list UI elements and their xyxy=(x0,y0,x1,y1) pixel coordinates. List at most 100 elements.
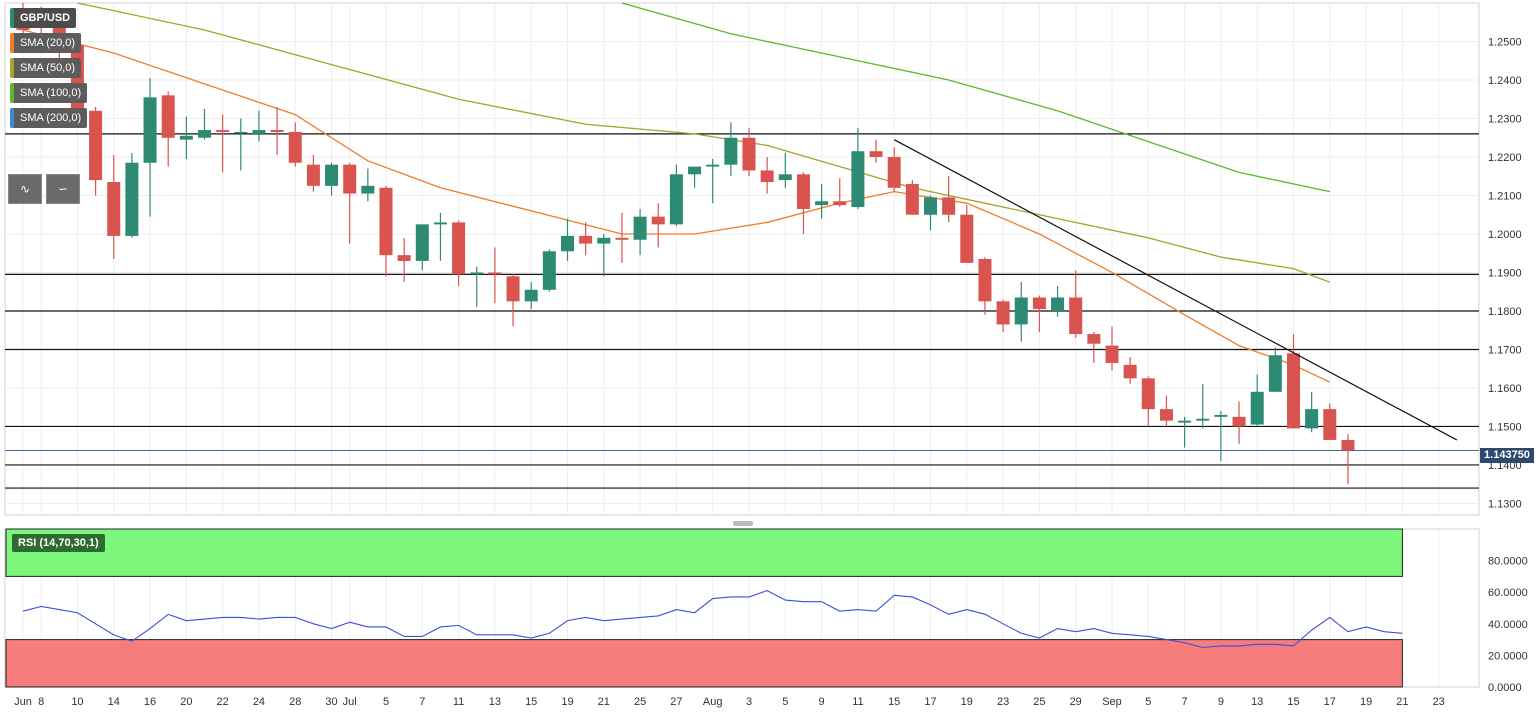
candle-body xyxy=(179,135,193,140)
candle-body xyxy=(1159,409,1173,421)
rsi-y-tick-label: 20.0000 xyxy=(1488,650,1528,662)
x-tick-label: 15 xyxy=(525,696,537,708)
candle-body xyxy=(252,130,266,134)
candle-body xyxy=(1051,297,1065,311)
rsi-line xyxy=(22,590,1403,649)
candle-body xyxy=(978,259,992,302)
rsi-y-tick-label: 0.0000 xyxy=(1488,682,1522,694)
indicator-tool-icon[interactable]: ∽ xyxy=(46,174,80,204)
y-tick-label: 1.1300 xyxy=(1488,498,1522,510)
y-tick-label: 1.2100 xyxy=(1488,190,1522,202)
candle-body xyxy=(1341,439,1355,451)
x-tick-label: Sep xyxy=(1102,696,1122,708)
candle-body xyxy=(89,110,103,181)
y-tick-label: 1.1800 xyxy=(1488,306,1522,318)
candle-body xyxy=(542,251,556,290)
x-tick-label: 23 xyxy=(1433,696,1445,708)
y-tick-label: 1.2300 xyxy=(1488,113,1522,125)
candle-body xyxy=(1323,409,1337,440)
sma-20-line xyxy=(22,29,1331,383)
legend-sma-20[interactable]: SMA (20,0) xyxy=(10,33,82,53)
y-tick-label: 1.2500 xyxy=(1488,36,1522,48)
candle-body xyxy=(470,272,484,275)
x-tick-label: 23 xyxy=(997,696,1009,708)
x-tick-label: 24 xyxy=(253,696,265,708)
pane-resize-handle[interactable] xyxy=(733,521,753,526)
candle-body xyxy=(1305,409,1319,429)
candle-body xyxy=(688,166,702,175)
candle-body xyxy=(869,151,883,157)
candle-body xyxy=(1232,416,1246,427)
legend-sma-50[interactable]: SMA (50,0) xyxy=(10,58,82,78)
candle-body xyxy=(1105,345,1119,363)
candle-body xyxy=(325,164,339,186)
candle-body xyxy=(433,222,447,225)
candle-body xyxy=(506,276,520,302)
x-tick-label: 7 xyxy=(419,696,425,708)
candle-body xyxy=(706,164,720,167)
drawing-tool-icon[interactable]: ∿ xyxy=(8,174,42,204)
x-tick-label: Jun xyxy=(14,696,32,708)
x-tick-label: 15 xyxy=(888,696,900,708)
candle-body xyxy=(1014,297,1028,325)
x-tick-label: 16 xyxy=(144,696,156,708)
y-tick-label: 1.2200 xyxy=(1488,152,1522,164)
candle-body xyxy=(379,187,393,256)
candle-body xyxy=(942,197,956,215)
symbol-label[interactable]: GBP/USD xyxy=(10,8,77,28)
candle-body xyxy=(524,289,538,302)
candle-body xyxy=(1178,420,1192,423)
legend-sma-200[interactable]: SMA (200,0) xyxy=(10,108,88,128)
candle-body xyxy=(143,97,157,163)
rsi-overbought-zone xyxy=(5,528,1403,577)
candle-body xyxy=(234,131,248,134)
x-tick-label: 15 xyxy=(1287,696,1299,708)
candle-body xyxy=(1250,391,1264,425)
candle-body xyxy=(1268,355,1282,392)
candle-body xyxy=(651,216,665,225)
candle-body xyxy=(924,197,937,215)
candle-body xyxy=(1214,414,1228,417)
candle-body xyxy=(887,156,901,188)
rsi-y-tick-label: 80.0000 xyxy=(1488,556,1528,568)
x-tick-label: 22 xyxy=(217,696,229,708)
rsi-y-tick-label: 60.0000 xyxy=(1488,587,1528,599)
x-tick-label: 7 xyxy=(1182,696,1188,708)
x-tick-label: 9 xyxy=(819,696,825,708)
y-tick-label: 1.2400 xyxy=(1488,75,1522,87)
x-tick-label: 11 xyxy=(453,696,464,708)
x-tick-label: 10 xyxy=(71,696,83,708)
y-tick-label: 1.1500 xyxy=(1488,421,1522,433)
candle-body xyxy=(1069,297,1083,335)
sma-100-line xyxy=(621,2,1330,193)
x-tick-label: 5 xyxy=(1145,696,1151,708)
candle-body xyxy=(1196,418,1210,421)
x-tick-label: Aug xyxy=(703,696,723,708)
candle-body xyxy=(107,182,121,236)
x-tick-label: 29 xyxy=(1070,696,1082,708)
candle-body xyxy=(397,255,411,261)
candle-body xyxy=(905,183,919,215)
candle-body xyxy=(833,201,847,206)
candle-body xyxy=(796,174,810,209)
x-tick-label: 19 xyxy=(961,696,973,708)
y-tick-label: 1.1600 xyxy=(1488,383,1522,395)
x-tick-label: 20 xyxy=(180,696,192,708)
candle-body xyxy=(270,130,284,132)
rsi-oversold-zone xyxy=(5,639,1403,688)
x-tick-label: 14 xyxy=(108,696,120,708)
rsi-label: RSI (14,70,30,1) xyxy=(12,534,105,552)
candle-body xyxy=(724,137,738,165)
legend-sma-100[interactable]: SMA (100,0) xyxy=(10,83,88,103)
x-tick-label: 27 xyxy=(670,696,682,708)
x-tick-label: 13 xyxy=(1251,696,1263,708)
x-tick-label: 13 xyxy=(489,696,501,708)
candle-body xyxy=(815,201,829,206)
candle-body xyxy=(996,301,1010,325)
y-tick-label: 1.1700 xyxy=(1488,344,1522,356)
candle-body xyxy=(198,130,211,138)
x-tick-label: 5 xyxy=(782,696,788,708)
candle-body xyxy=(1141,378,1155,410)
candle-body xyxy=(669,174,683,225)
